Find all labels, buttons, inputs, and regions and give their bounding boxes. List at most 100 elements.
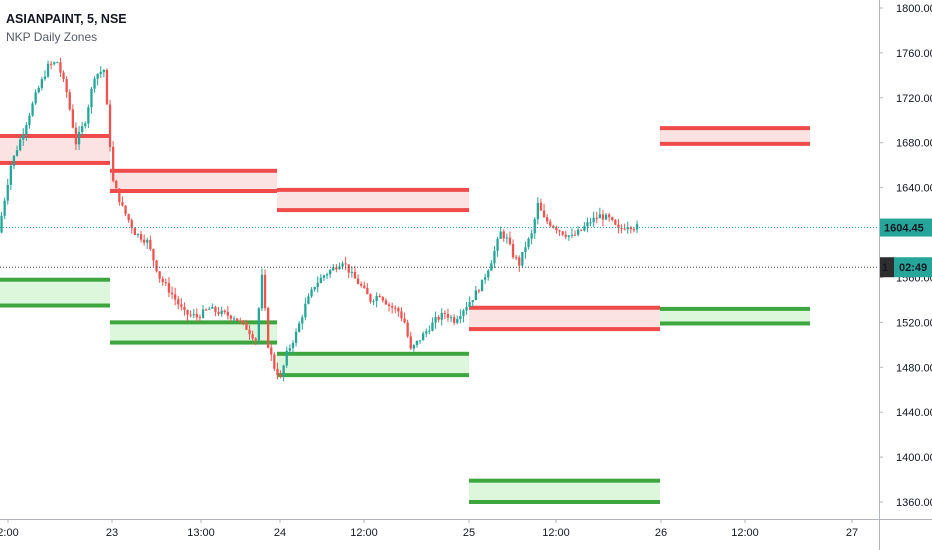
candle-body — [589, 222, 592, 224]
candle-body — [208, 308, 211, 310]
supply-zone-bottom — [469, 327, 660, 332]
candle-body — [614, 219, 617, 225]
candle-body — [552, 225, 555, 228]
candle-body — [260, 274, 264, 309]
candle-body — [236, 318, 239, 321]
candle-body — [158, 271, 161, 279]
candle-body — [604, 214, 608, 220]
supply-zone-fill — [0, 135, 110, 163]
candle-body — [161, 278, 164, 283]
candle-body — [205, 309, 208, 311]
candle-body — [555, 227, 558, 231]
candle-body — [539, 202, 543, 211]
demand-zone-fill — [110, 322, 277, 343]
candle-body — [412, 344, 415, 349]
candle-body — [186, 310, 189, 315]
demand-zone-top — [660, 306, 810, 311]
candle-body — [484, 277, 487, 280]
candle-body — [248, 329, 251, 335]
supply-zone-fill — [469, 307, 660, 330]
countdown-badge — [894, 257, 932, 278]
candle-body — [0, 215, 3, 233]
candle-body — [378, 295, 381, 298]
candle-body — [530, 233, 533, 239]
candle-body — [146, 239, 149, 243]
candle-body — [536, 202, 539, 220]
candle-body — [437, 316, 440, 320]
candle-body — [384, 300, 388, 305]
candle-body — [403, 318, 406, 323]
candle-body — [28, 115, 31, 126]
candle-body — [474, 290, 477, 301]
candle-body — [40, 79, 43, 88]
candle-body — [608, 214, 611, 218]
candle-body — [570, 234, 574, 236]
candle-body — [542, 210, 546, 218]
last-price-badge — [880, 218, 932, 237]
candle-body — [71, 109, 74, 128]
supply-zone-bottom — [0, 160, 110, 165]
candle-body — [456, 319, 459, 323]
candle-body — [25, 125, 28, 135]
candle-body — [99, 71, 102, 74]
candle-body — [53, 62, 56, 65]
candle-body — [170, 292, 174, 295]
candle-body — [387, 304, 391, 307]
candle-body — [108, 104, 112, 147]
candle-body — [214, 306, 217, 312]
candle-body — [335, 267, 338, 270]
last-price-label: 1604.45 — [884, 223, 924, 235]
candle-body — [254, 338, 257, 341]
x-tick-label: 23 — [106, 527, 118, 539]
candle-body — [353, 271, 357, 279]
supply-zone-top — [660, 126, 810, 131]
candle-body — [177, 299, 180, 305]
candle-body — [77, 132, 81, 145]
candle-body — [626, 227, 629, 230]
candle-body — [223, 310, 226, 312]
x-tick-label: 12:00 — [350, 527, 378, 539]
candle-body — [115, 180, 118, 189]
candle-body — [431, 322, 434, 331]
candle-body — [127, 214, 130, 221]
candle-body — [43, 76, 47, 80]
candle-body — [490, 263, 493, 271]
candle-body — [267, 308, 270, 348]
candle-body — [96, 73, 99, 79]
demand-zone-bottom — [0, 303, 110, 308]
candle-body — [440, 312, 443, 320]
candle-body — [9, 165, 12, 185]
candle-body — [518, 257, 521, 266]
candle-body — [84, 123, 87, 127]
candle-body — [422, 333, 425, 341]
candle-body — [515, 257, 518, 259]
candle-body — [211, 306, 214, 309]
candle-body — [577, 229, 580, 235]
candle-body — [477, 290, 481, 292]
candle-body — [446, 313, 450, 318]
demand-zone-top — [110, 320, 277, 325]
candle-body — [167, 283, 171, 293]
candle-body — [276, 368, 279, 376]
candle-body — [130, 220, 133, 229]
candle-body — [409, 336, 412, 349]
candle-body — [356, 278, 360, 284]
y-tick-label: 1520.00 — [896, 317, 932, 329]
candle-body — [434, 316, 437, 323]
demand-zone-bottom — [110, 340, 277, 345]
candle-body — [310, 289, 313, 297]
candle-body — [291, 342, 295, 349]
candle-body — [533, 219, 536, 234]
x-tick-label: 26 — [655, 527, 667, 539]
candle-body — [121, 202, 124, 206]
y-tick-label: 1360.00 — [896, 497, 932, 509]
candle-body — [586, 222, 589, 227]
candle-body — [37, 87, 40, 93]
candle-body — [112, 146, 115, 181]
candle-body — [595, 217, 598, 219]
time-axis-panel — [0, 520, 932, 550]
candle-body — [344, 263, 347, 265]
candle-body — [12, 155, 16, 166]
candle-body — [425, 331, 428, 334]
